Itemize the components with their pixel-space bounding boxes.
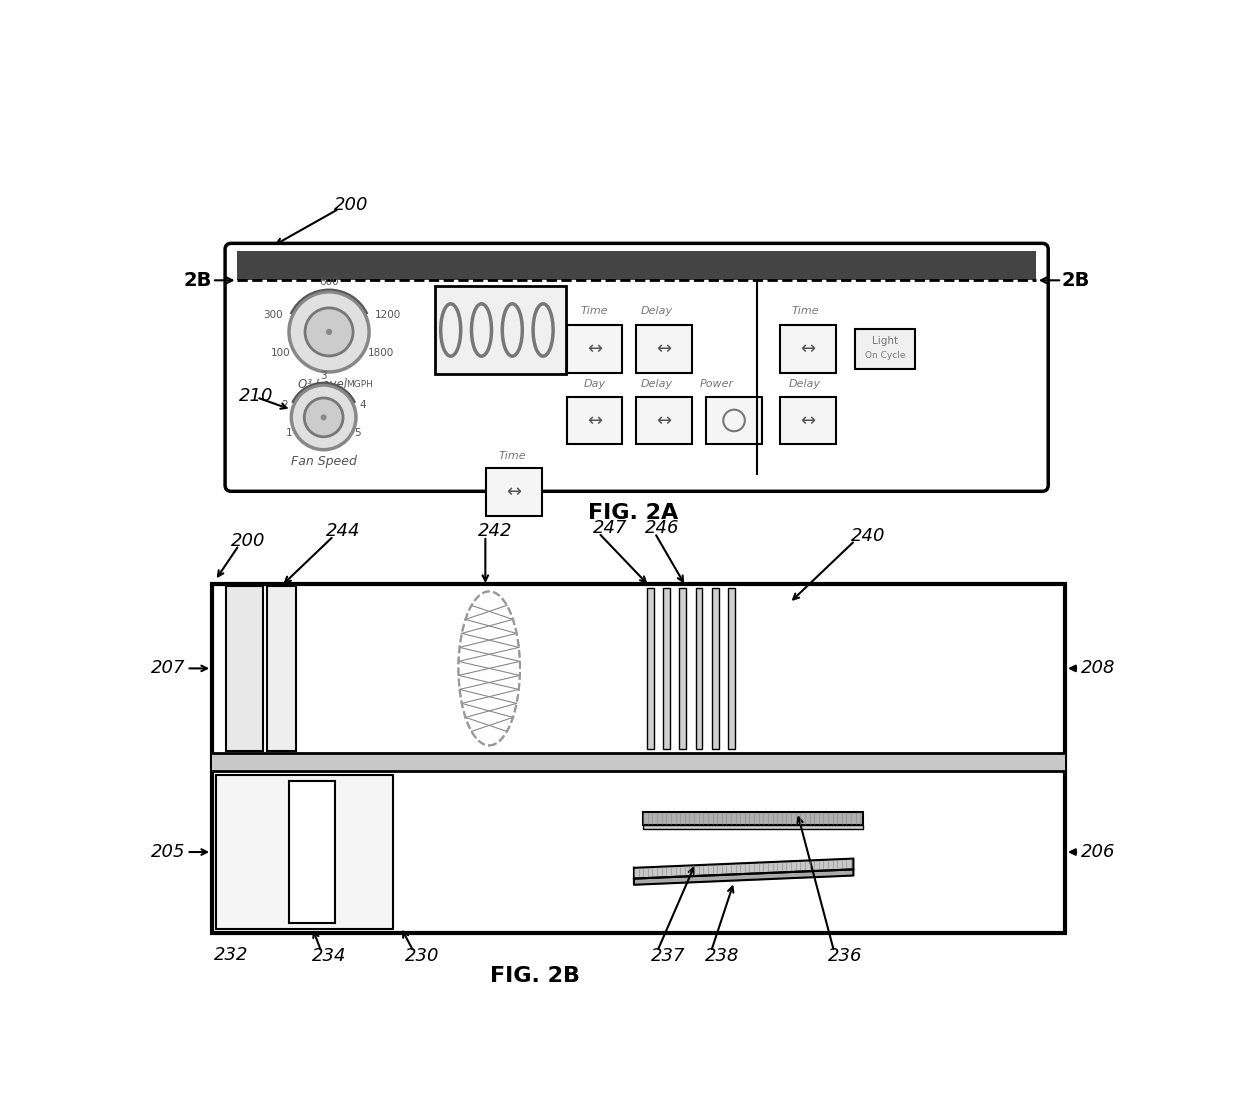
Circle shape [289, 291, 370, 372]
Text: 237: 237 [651, 947, 686, 965]
Bar [647, 587, 653, 750]
Text: 2B: 2B [184, 270, 212, 290]
Text: Delay: Delay [641, 380, 673, 390]
Text: ↔: ↔ [506, 484, 521, 501]
Text: On Cycle: On Cycle [864, 350, 905, 360]
Circle shape [326, 329, 332, 335]
Text: 100: 100 [270, 349, 290, 359]
FancyBboxPatch shape [226, 243, 1048, 491]
Bar [696, 587, 703, 750]
Bar [567, 325, 622, 373]
Circle shape [321, 414, 326, 421]
Text: Time: Time [498, 450, 526, 460]
Text: 200: 200 [334, 195, 368, 214]
Ellipse shape [459, 592, 520, 745]
Bar [680, 587, 686, 750]
Text: FIG. 2B: FIG. 2B [490, 966, 580, 986]
Bar [712, 587, 719, 750]
Text: Delay: Delay [789, 380, 821, 390]
Bar [216, 775, 393, 930]
Text: 244: 244 [326, 522, 361, 540]
Ellipse shape [502, 304, 522, 357]
Ellipse shape [533, 304, 553, 357]
Bar [707, 396, 761, 444]
Circle shape [291, 385, 356, 449]
Circle shape [305, 308, 353, 355]
Text: Fan Speed: Fan Speed [290, 455, 357, 468]
Text: 3: 3 [320, 371, 327, 381]
Text: 1800: 1800 [367, 349, 394, 359]
Text: Delay: Delay [641, 306, 673, 316]
Polygon shape [634, 869, 853, 884]
Ellipse shape [471, 304, 491, 357]
Text: 246: 246 [645, 519, 680, 538]
Bar [644, 813, 863, 825]
Bar [226, 586, 263, 751]
Text: 5: 5 [355, 427, 361, 438]
Text: 2B: 2B [1061, 270, 1090, 290]
Text: 200: 200 [231, 532, 265, 551]
Text: Time: Time [580, 306, 609, 316]
Bar [780, 325, 836, 373]
Ellipse shape [440, 304, 461, 357]
Circle shape [304, 397, 343, 437]
Text: 1: 1 [286, 427, 293, 438]
Text: FIG. 2A: FIG. 2A [588, 502, 678, 523]
Text: 236: 236 [828, 947, 863, 965]
Text: 206: 206 [1080, 843, 1115, 861]
Text: Light: Light [872, 336, 898, 347]
Text: ↔: ↔ [800, 340, 816, 358]
Text: 210: 210 [239, 386, 274, 405]
Text: 600: 600 [319, 277, 339, 287]
Text: 240: 240 [851, 527, 885, 545]
Bar [636, 396, 692, 444]
Bar [567, 396, 622, 444]
Bar [728, 587, 735, 750]
Text: 238: 238 [704, 947, 739, 965]
Text: 247: 247 [593, 519, 627, 538]
Text: 208: 208 [1080, 659, 1115, 678]
Bar [636, 325, 692, 373]
Bar [212, 584, 1065, 933]
Bar [854, 329, 915, 369]
Circle shape [723, 410, 745, 432]
Bar [435, 286, 567, 374]
Text: Time: Time [791, 306, 818, 316]
Bar [267, 586, 296, 751]
Text: ↔: ↔ [656, 340, 672, 358]
Text: 242: 242 [477, 522, 512, 540]
Text: ↔: ↔ [800, 412, 816, 429]
Bar [644, 825, 863, 829]
Bar [289, 781, 335, 923]
Bar [212, 753, 1065, 771]
Text: ↔: ↔ [656, 412, 672, 429]
Bar [237, 251, 1035, 280]
Text: 230: 230 [404, 947, 439, 965]
Text: 2: 2 [280, 400, 288, 410]
Text: 205: 205 [150, 843, 185, 861]
Text: 4: 4 [360, 400, 367, 410]
Text: 300: 300 [263, 310, 283, 320]
Text: 234: 234 [312, 947, 347, 965]
Polygon shape [634, 859, 853, 879]
Text: MGPH: MGPH [346, 380, 373, 389]
Text: 207: 207 [150, 659, 185, 678]
Text: Power: Power [701, 380, 734, 390]
Text: ↔: ↔ [587, 412, 603, 429]
Text: Day: Day [584, 380, 606, 390]
Bar [663, 587, 670, 750]
Bar [780, 396, 836, 444]
Text: ↔: ↔ [587, 340, 603, 358]
Text: 232: 232 [213, 946, 248, 964]
Text: 1200: 1200 [376, 310, 402, 320]
Bar [486, 468, 542, 516]
Text: O³ Level: O³ Level [299, 378, 347, 391]
